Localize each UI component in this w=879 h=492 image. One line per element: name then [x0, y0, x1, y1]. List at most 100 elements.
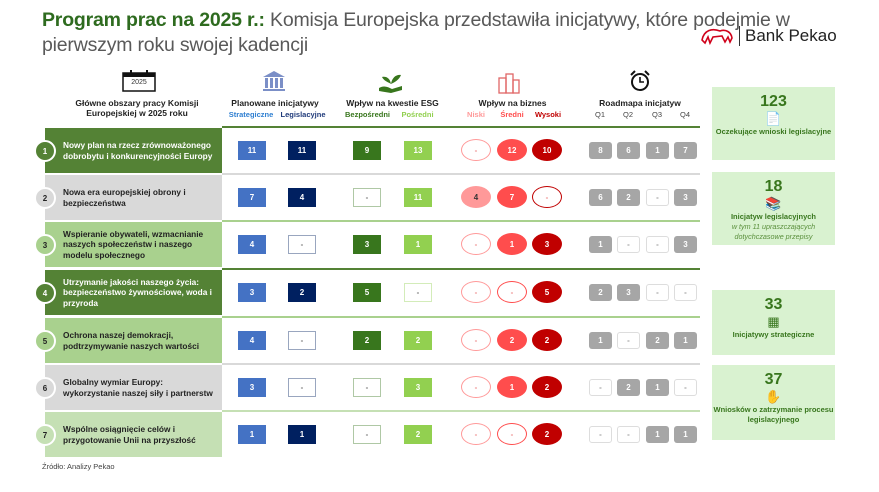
roadmap-q4: -: [674, 379, 697, 396]
business-high: 2: [532, 376, 562, 398]
bison-icon: [701, 28, 733, 46]
row-label: Utrzymanie jakości naszego życia: bezpie…: [45, 270, 222, 315]
row-label: Nowy plan na rzecz zrównoważonego dobrob…: [45, 128, 222, 173]
strategic-count: 1: [238, 425, 266, 444]
business-high: 10: [532, 139, 562, 161]
esg-direct-count: 3: [353, 235, 381, 254]
business-low: -: [461, 281, 491, 303]
q-subheader: Q1: [594, 110, 605, 119]
strategic-subheader: Strategiczne: [228, 110, 274, 119]
row-number: 3: [34, 234, 56, 256]
row-divider: [222, 316, 700, 318]
logo-divider: [739, 26, 740, 46]
document-icon: 📄: [765, 111, 782, 126]
summary-panel: 37 ✋ Wniosków o zatrzymanie procesu legisl…: [712, 365, 835, 440]
business-low: -: [461, 329, 491, 351]
business-header: Wpływ na biznes: [478, 98, 547, 108]
roadmap-q1: 6: [589, 189, 612, 206]
esg-indirect-count: 11: [404, 188, 432, 207]
roadmap-q2: 2: [617, 379, 640, 396]
roadmap-q3: -: [646, 236, 669, 253]
calendar-icon: 2025: [122, 70, 156, 97]
panel-number: 37: [764, 371, 783, 388]
row-label: Wspólne osiągnięcie celów i przygotowani…: [45, 412, 222, 457]
row-divider: [222, 220, 700, 222]
roadmap-q1: -: [589, 426, 612, 443]
high-subheader: Wysoki: [534, 110, 562, 119]
roadmap-q2: 6: [617, 142, 640, 159]
strategic-count: 3: [238, 283, 266, 302]
roadmap-q4: -: [674, 284, 697, 301]
business-low: 4: [461, 186, 491, 208]
roadmap-q2: -: [617, 426, 640, 443]
roadmap-q1: 1: [589, 332, 612, 349]
business-high: 3: [532, 233, 562, 255]
business-medium: 1: [497, 376, 527, 398]
q-subheader: Q4: [679, 110, 690, 119]
row-label: Globalny wymiar Europy: wykorzystanie na…: [45, 365, 222, 410]
panel-note: w tym 11 upraszczających dotychczasowe p…: [731, 222, 816, 241]
roadmap-q4: 3: [674, 236, 697, 253]
esg-indirect-count: -: [404, 283, 432, 302]
esg-direct-count: -: [353, 378, 381, 397]
legislative-count: 4: [288, 188, 316, 207]
row-label: Ochrona naszej demokracji, podtrzymywani…: [45, 318, 222, 363]
row-number: 5: [34, 330, 56, 352]
panel-label: Wniosków o zatrzymanie procesu legislacy…: [713, 405, 834, 424]
legislative-count: -: [288, 331, 316, 350]
low-subheader: Niski: [467, 110, 485, 119]
row-divider: [222, 268, 700, 270]
summary-panel: 33 ▦ Inicjatywy strategiczne: [712, 290, 835, 355]
q-subheader: Q2: [622, 110, 633, 119]
business-medium: 7: [497, 186, 527, 208]
legislative-count: -: [288, 378, 316, 397]
roadmap-q4: 1: [674, 426, 697, 443]
esg-direct-count: -: [353, 425, 381, 444]
plant-hand-icon: [378, 72, 404, 99]
panel-label: Oczekujące wnioski legislacyjne: [715, 127, 832, 136]
panel-label: Inicjatywy strategiczne: [732, 330, 815, 339]
roadmap-q2: -: [617, 332, 640, 349]
row-number: 6: [34, 377, 56, 399]
row-number: 4: [34, 282, 56, 304]
business-medium: 1: [497, 233, 527, 255]
esg-indirect-subheader: Pośredni: [401, 110, 434, 119]
business-high: 5: [532, 281, 562, 303]
buildings-icon: [497, 72, 521, 99]
legislative-count: 2: [288, 283, 316, 302]
legislative-count: 1: [288, 425, 316, 444]
summary-panel: 123 📄 Oczekujące wnioski legislacyjne: [712, 87, 835, 160]
strategic-count: 4: [238, 235, 266, 254]
esg-indirect-count: 13: [404, 141, 432, 160]
roadmap-q1: -: [589, 379, 612, 396]
business-medium: -: [497, 423, 527, 445]
row-number: 1: [34, 140, 56, 162]
row-label: Wspieranie obywateli, wzmacnianie naszyc…: [45, 222, 222, 267]
esg-direct-count: 2: [353, 331, 381, 350]
roadmap-header: Roadmapa inicjatyw: [599, 98, 681, 108]
legislative-subheader: Legislacyjne: [280, 110, 326, 119]
roadmap-q4: 3: [674, 189, 697, 206]
business-medium: 2: [497, 329, 527, 351]
roadmap-q3: 1: [646, 379, 669, 396]
roadmap-q4: 7: [674, 142, 697, 159]
roadmap-q1: 1: [589, 236, 612, 253]
row-divider: [222, 410, 700, 412]
strategic-count: 4: [238, 331, 266, 350]
strategic-count: 3: [238, 378, 266, 397]
summary-panel: 18 📚 Inicjatyw legislacyjnych w tym 11 upra…: [712, 172, 835, 245]
page-title: Program prac na 2025 r.: Komisja Europej…: [42, 9, 790, 56]
roadmap-q2: 2: [617, 189, 640, 206]
business-high: 2: [532, 329, 562, 351]
row-divider: [222, 173, 700, 175]
medium-subheader: Średni: [500, 110, 524, 119]
roadmap-q3: -: [646, 189, 669, 206]
areas-header: Główne obszary pracy Komisji Europejskie…: [75, 98, 199, 118]
business-low: -: [461, 376, 491, 398]
roadmap-q3: 1: [646, 142, 669, 159]
strategic-count: 11: [238, 141, 266, 160]
business-medium: 12: [497, 139, 527, 161]
source-note: Źródło: Analizy Pekao: [42, 462, 115, 471]
business-low: -: [461, 423, 491, 445]
panel-number: 18: [764, 178, 783, 195]
